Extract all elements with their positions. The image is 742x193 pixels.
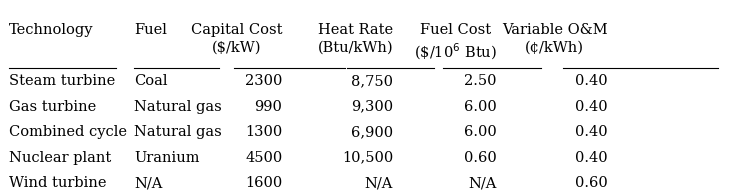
Text: Natural gas: Natural gas — [134, 100, 222, 114]
Text: Fuel: Fuel — [134, 23, 168, 37]
Text: 0.40: 0.40 — [575, 151, 608, 165]
Text: 8,750: 8,750 — [351, 74, 393, 88]
Text: 9,300: 9,300 — [351, 100, 393, 114]
Text: 0.40: 0.40 — [575, 100, 608, 114]
Text: Heat Rate
(Btu/kWh): Heat Rate (Btu/kWh) — [318, 23, 393, 55]
Text: Nuclear plant: Nuclear plant — [9, 151, 111, 165]
Text: Steam turbine: Steam turbine — [9, 74, 115, 88]
Text: Variable O&M
(¢/kWh): Variable O&M (¢/kWh) — [502, 23, 608, 55]
Text: Wind turbine: Wind turbine — [9, 176, 106, 190]
Text: Gas turbine: Gas turbine — [9, 100, 96, 114]
Text: 0.40: 0.40 — [575, 74, 608, 88]
Text: N/A: N/A — [468, 176, 496, 190]
Text: N/A: N/A — [134, 176, 162, 190]
Text: Technology: Technology — [9, 23, 93, 37]
Text: 990: 990 — [255, 100, 282, 114]
Text: 0.40: 0.40 — [575, 125, 608, 139]
Text: Coal: Coal — [134, 74, 168, 88]
Text: Natural gas: Natural gas — [134, 125, 222, 139]
Text: 10,500: 10,500 — [342, 151, 393, 165]
Text: Fuel Cost
(\$/10$^6$ Btu): Fuel Cost (\$/10$^6$ Btu) — [414, 23, 496, 63]
Text: Uranium: Uranium — [134, 151, 200, 165]
Text: 2.50: 2.50 — [464, 74, 496, 88]
Text: Combined cycle: Combined cycle — [9, 125, 127, 139]
Text: 6,900: 6,900 — [351, 125, 393, 139]
Text: N/A: N/A — [365, 176, 393, 190]
Text: 1300: 1300 — [245, 125, 282, 139]
Text: 2300: 2300 — [245, 74, 282, 88]
Text: Capital Cost
(\$/kW): Capital Cost (\$/kW) — [191, 23, 282, 55]
Text: 6.00: 6.00 — [464, 125, 496, 139]
Text: 0.60: 0.60 — [575, 176, 608, 190]
Text: 1600: 1600 — [245, 176, 282, 190]
Text: 0.60: 0.60 — [464, 151, 496, 165]
Text: 4500: 4500 — [245, 151, 282, 165]
Text: 6.00: 6.00 — [464, 100, 496, 114]
